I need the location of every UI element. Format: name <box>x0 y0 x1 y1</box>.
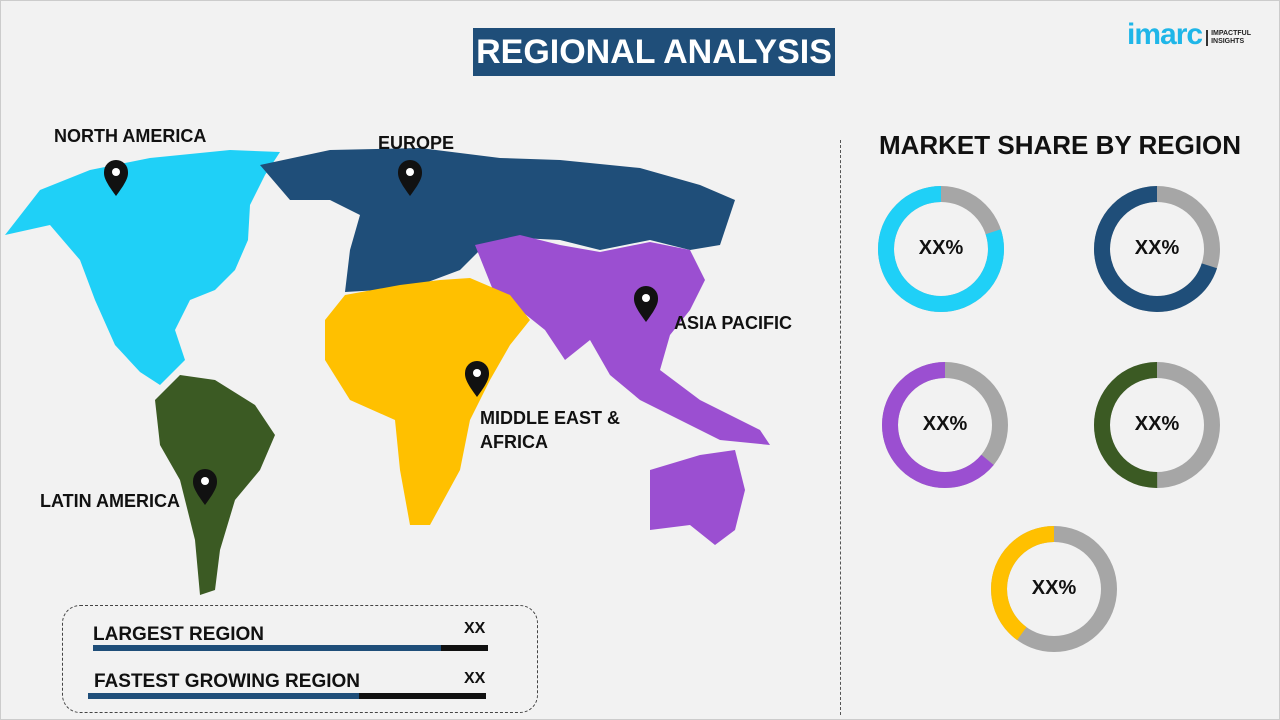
map-pin-icon <box>634 286 658 322</box>
logo-word: imarc <box>1127 18 1203 51</box>
region-middle-east-africa <box>325 278 530 525</box>
donut-segment <box>1094 186 1220 312</box>
market-share-title: MARKET SHARE BY REGION <box>878 130 1242 160</box>
logo-tagline: IMPACTFUL INSIGHTS <box>1206 30 1280 46</box>
fastest-growing-region-bar <box>88 693 486 699</box>
bar-fill <box>88 693 359 699</box>
region-north-america <box>5 150 280 385</box>
label-middle-east-africa: MIDDLE EAST & AFRICA <box>480 408 621 452</box>
label-latin-america: LATIN AMERICA <box>40 491 180 511</box>
largest-region-bar <box>93 645 488 651</box>
label-europe: EUROPE <box>378 133 455 153</box>
donut-label: XX% <box>1031 577 1077 599</box>
largest-region-label: LARGEST REGION <box>93 624 265 645</box>
donut-label: XX% <box>918 237 964 259</box>
region-australia <box>650 450 745 545</box>
fastest-growing-region-label: FASTEST GROWING REGION <box>94 671 361 692</box>
summary-box <box>62 605 538 713</box>
largest-region-value: XX <box>464 620 486 637</box>
divider <box>840 140 841 715</box>
donut-segment <box>882 362 1008 488</box>
map-pin-icon <box>104 160 128 196</box>
region-asia-pacific <box>475 235 770 445</box>
donut-label: XX% <box>1134 237 1180 259</box>
imarc-logo: imarc IMPACTFUL INSIGHTS <box>1127 20 1280 50</box>
fastest-growing-region-value: XX <box>464 670 486 687</box>
label-north-america: NORTH AMERICA <box>54 126 207 146</box>
donut-label: XX% <box>1134 413 1180 435</box>
map-pin-icon <box>193 469 217 505</box>
label-asia-pacific: ASIA PACIFIC <box>674 313 793 333</box>
donut-label: XX% <box>922 413 968 435</box>
donut-segment <box>1094 362 1220 488</box>
world-map <box>5 148 770 595</box>
map-pin-icon <box>398 160 422 196</box>
page-title: REGIONAL ANALYSIS <box>473 28 835 76</box>
bar-fill <box>93 645 441 651</box>
donut-segment <box>878 186 1004 312</box>
donut-segment <box>991 526 1117 652</box>
map-pin-icon <box>465 361 489 397</box>
region-europe <box>260 148 735 292</box>
